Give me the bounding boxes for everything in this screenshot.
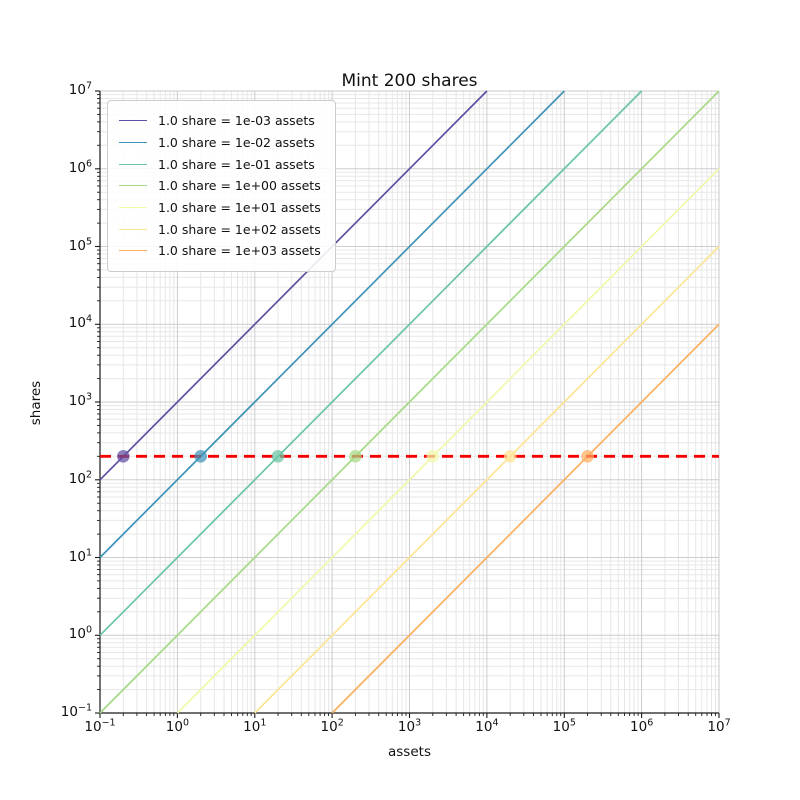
legend-entry: 1.0 share = 1e+00 assets xyxy=(119,175,321,197)
rate-line xyxy=(254,245,720,714)
chart-title: Mint 200 shares xyxy=(341,71,478,91)
legend-entry: 1.0 share = 1e+03 assets xyxy=(119,240,321,262)
intersection-dot xyxy=(349,450,362,463)
x-tick-label: 102 xyxy=(320,717,344,735)
y-tick-label: 102 xyxy=(68,469,92,487)
intersection-dot xyxy=(271,450,285,463)
y-tick-label: 103 xyxy=(68,391,92,409)
y-tick-label: 106 xyxy=(68,158,92,176)
x-tick-label: 103 xyxy=(397,717,422,735)
intersection-dot xyxy=(117,450,130,463)
x-tick-label: 104 xyxy=(475,717,499,735)
rate-line xyxy=(99,90,488,481)
x-tick-label: 101 xyxy=(243,717,267,735)
legend-line-swatch xyxy=(119,228,147,230)
x-axis-label: assets xyxy=(388,744,431,760)
legend-label: 1.0 share = 1e-02 assets xyxy=(158,135,315,151)
legend-entry: 1.0 share = 1e-01 assets xyxy=(119,153,321,175)
legend-label: 1.0 share = 1e-03 assets xyxy=(158,113,315,129)
rate-line xyxy=(176,168,720,714)
intersection-dot xyxy=(503,450,517,463)
legend-label: 1.0 share = 1e+03 assets xyxy=(158,243,321,259)
x-tick-label: 106 xyxy=(630,717,654,735)
legend-label: 1.0 share = 1e+02 assets xyxy=(158,221,321,237)
legend-entry: 1.0 share = 1e-03 assets xyxy=(119,110,321,132)
rate-line xyxy=(99,90,643,636)
intersection-dot xyxy=(194,450,207,463)
legend-label: 1.0 share = 1e-01 assets xyxy=(158,156,315,172)
y-tick-label: 101 xyxy=(68,547,92,565)
rate-line xyxy=(331,323,720,714)
y-tick-label: 104 xyxy=(68,313,92,332)
y-tick-label: 107 xyxy=(68,80,92,98)
legend-line-swatch xyxy=(119,250,147,252)
x-tick-label: 105 xyxy=(552,717,576,735)
legend-line-swatch xyxy=(119,163,147,165)
y-tick-label: 105 xyxy=(68,236,92,254)
legend-entry: 1.0 share = 1e+02 assets xyxy=(119,218,321,240)
rate-line xyxy=(99,90,565,559)
legend-entry: 1.0 share = 1e-02 assets xyxy=(119,132,321,154)
rate-line xyxy=(99,90,720,714)
legend-label: 1.0 share = 1e+00 assets xyxy=(158,178,321,194)
y-tick-label: 10−1 xyxy=(60,702,92,720)
intersection-dot xyxy=(426,450,440,463)
legend: 1.0 share = 1e-03 assets 1.0 share = 1e-0… xyxy=(107,100,336,272)
legend-line-swatch xyxy=(119,142,147,144)
legend-line-swatch xyxy=(119,185,147,187)
y-tick-label: 100 xyxy=(68,624,92,643)
x-tick-label: 10−1 xyxy=(84,717,116,735)
legend-line-swatch xyxy=(119,120,147,122)
intersection-dot xyxy=(581,450,594,463)
x-tick-label: 100 xyxy=(165,717,189,735)
legend-label: 1.0 share = 1e+01 assets xyxy=(158,200,321,216)
x-tick-label: 107 xyxy=(707,717,731,735)
legend-line-swatch xyxy=(119,207,147,209)
legend-entry: 1.0 share = 1e+01 assets xyxy=(119,197,321,219)
